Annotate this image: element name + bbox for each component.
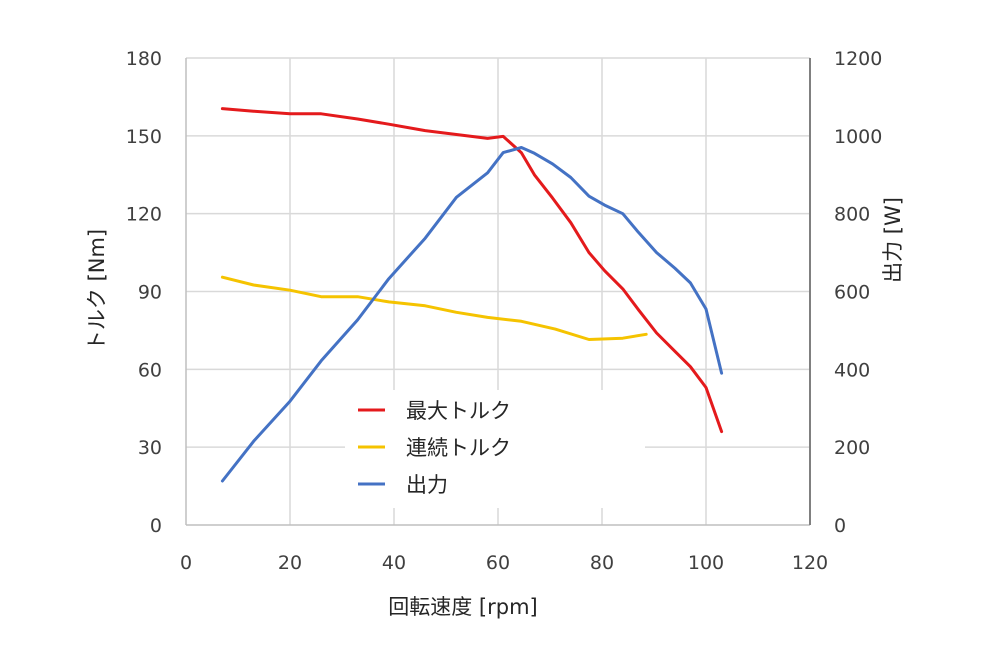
y-right-axis-title: 出力 [W] <box>881 197 905 283</box>
y-left-tick-label: 150 <box>126 126 162 148</box>
x-tick-label: 100 <box>688 552 724 574</box>
series-line <box>220 275 648 341</box>
y-left-axis-title: トルク [Nm] <box>85 229 109 351</box>
y-right-tick-label: 200 <box>834 437 870 459</box>
legend-label: 連続トルク <box>406 436 511 460</box>
y-left-tick-label: 0 <box>150 515 162 537</box>
legend-box <box>345 390 645 508</box>
y-left-tick-label: 90 <box>138 282 162 304</box>
series-line <box>220 146 724 483</box>
x-tick-label: 80 <box>590 552 614 574</box>
y-right-tick-label: 800 <box>834 204 870 226</box>
y-left-tick-label: 60 <box>138 359 162 381</box>
y-right-tick-label: 400 <box>834 359 870 381</box>
tick-labels: 0 20 40 60 80 100 1200306090120150180020040060… <box>126 48 883 574</box>
x-tick-label: 40 <box>382 552 406 574</box>
x-axis-title: 回転速度 [rpm] <box>388 595 537 619</box>
x-tick-label: 60 <box>486 552 510 574</box>
y-right-tick-label: 600 <box>834 282 870 304</box>
legend-label: 出力 <box>406 473 448 497</box>
series-line <box>220 107 724 434</box>
x-tick-label: 0 <box>180 552 192 574</box>
axes <box>185 58 811 526</box>
series-lines <box>220 107 724 483</box>
x-tick-label: 20 <box>278 552 302 574</box>
y-right-tick-label: 1000 <box>834 126 882 148</box>
legend-label: 最大トルク <box>406 399 511 423</box>
x-tick-label: 120 <box>792 552 828 574</box>
y-right-tick-label: 0 <box>834 515 846 537</box>
y-left-tick-label: 30 <box>138 437 162 459</box>
y-left-tick-label: 180 <box>126 48 162 70</box>
y-right-tick-label: 1200 <box>834 48 882 70</box>
y-left-tick-label: 120 <box>126 204 162 226</box>
